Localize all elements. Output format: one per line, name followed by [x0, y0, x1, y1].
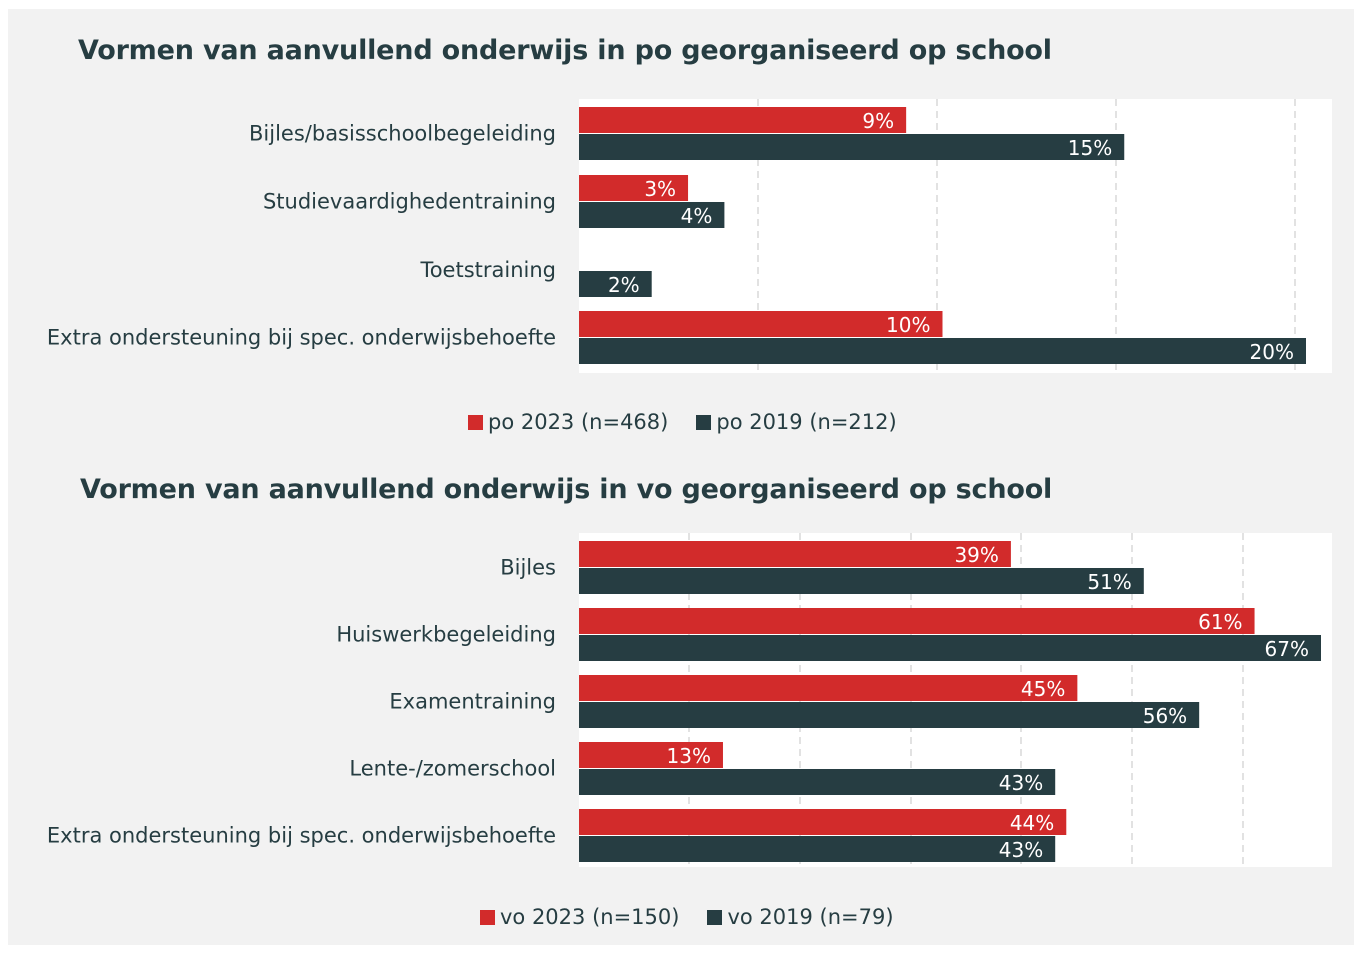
legend-label-po-2019: po 2019 (n=212) [716, 410, 897, 434]
value-label-po-2023-1: 9% [862, 109, 894, 133]
legend-swatch-vo-2019 [707, 909, 723, 925]
bar-po-2023-2 [579, 175, 689, 201]
value-label-po-2023-2: 3% [644, 177, 676, 201]
bar-po-2019-4 [579, 338, 1306, 364]
legend-swatch-po-2019 [696, 414, 712, 430]
legend-item-po-2023: po 2023 (n=468) [468, 410, 668, 434]
bar-vo-2023-1 [579, 541, 1011, 567]
category-label-po-2: Studievaardighedentraining [263, 190, 556, 214]
bar-vo-2019-1 [579, 568, 1144, 594]
value-label-vo-2019-1: 51% [1087, 570, 1131, 594]
legend-item-vo-2019: vo 2019 (n=79) [707, 905, 894, 929]
category-label-vo-3: Examentraining [389, 690, 556, 714]
value-label-po-2019-4: 20% [1250, 340, 1294, 364]
value-label-vo-2023-2: 61% [1198, 610, 1242, 634]
bar-vo-2023-4 [579, 742, 723, 768]
value-label-po-2019-2: 4% [681, 204, 713, 228]
value-label-vo-2019-5: 43% [999, 838, 1043, 862]
bar-vo-2019-3 [579, 702, 1200, 728]
chart-title-vo: Vormen van aanvullend onderwijs in vo ge… [80, 474, 1053, 505]
value-label-vo-2023-1: 39% [954, 543, 998, 567]
category-label-vo-5: Extra ondersteuning bij spec. onderwijsb… [47, 824, 556, 848]
value-label-po-2019-1: 15% [1068, 136, 1112, 160]
value-label-vo-2019-4: 43% [999, 771, 1043, 795]
category-label-vo-1: Bijles [500, 556, 556, 580]
category-label-po-3: Toetstraining [419, 258, 556, 282]
value-label-vo-2023-3: 45% [1021, 677, 1065, 701]
legend-swatch-po-2023 [468, 414, 483, 430]
value-label-po-2019-3: 2% [608, 273, 640, 297]
bar-po-2019-2 [579, 202, 725, 228]
legend-label-po-2023: po 2023 (n=468) [488, 410, 669, 434]
legend-po: po 2023 (n=468) po 2019 (n=212) [468, 410, 897, 434]
legend-item-po-2019: po 2019 (n=212) [696, 410, 897, 434]
value-label-vo-2023-4: 13% [667, 744, 711, 768]
bar-po-2023-1 [579, 107, 907, 133]
legend-vo: vo 2023 (n=150) vo 2019 (n=79) [480, 905, 894, 929]
value-label-vo-2019-3: 56% [1143, 704, 1187, 728]
bar-vo-2023-2 [579, 608, 1255, 634]
legend-item-vo-2023: vo 2023 (n=150) [480, 905, 679, 929]
value-label-vo-2023-5: 44% [1010, 811, 1054, 835]
category-label-vo-4: Lente-/zomerschool [349, 757, 556, 781]
bar-vo-2023-5 [579, 809, 1067, 835]
bar-vo-2019-2 [579, 635, 1321, 661]
category-label-po-1: Bijles/basisschoolbegeleiding [249, 122, 556, 146]
value-label-vo-2019-2: 67% [1265, 637, 1309, 661]
bar-vo-2019-4 [579, 769, 1056, 795]
value-label-po-2023-4: 10% [886, 313, 930, 337]
chart-title-po: Vormen van aanvullend onderwijs in po ge… [78, 35, 1052, 66]
bar-po-2023-4 [579, 311, 943, 337]
category-label-po-4: Extra ondersteuning bij spec. onderwijsb… [47, 326, 556, 350]
bar-vo-2023-3 [579, 675, 1078, 701]
legend-label-vo-2019: vo 2019 (n=79) [727, 905, 894, 929]
bar-vo-2019-5 [579, 836, 1056, 862]
legend-label-vo-2023: vo 2023 (n=150) [500, 905, 680, 929]
category-label-vo-2: Huiswerkbegeleiding [336, 623, 556, 647]
bar-po-2019-3 [579, 271, 652, 297]
bar-po-2019-1 [579, 134, 1125, 160]
legend-swatch-vo-2023 [480, 909, 495, 925]
